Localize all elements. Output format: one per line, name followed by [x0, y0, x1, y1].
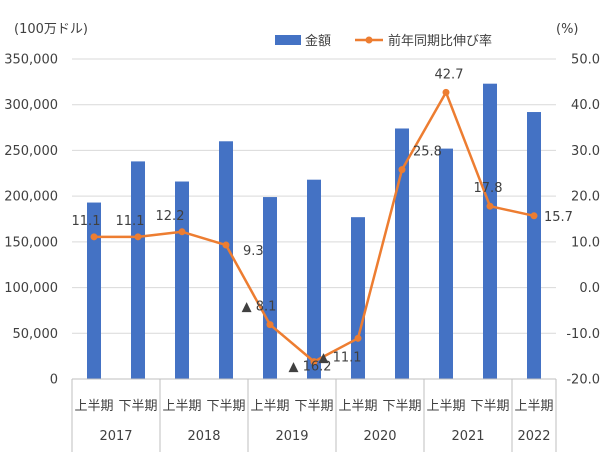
x-tick-label: 下半期 [206, 399, 245, 414]
line-marker [398, 166, 406, 174]
line-marker [178, 228, 186, 236]
legend: 金額 前年同期比伸び率 [275, 33, 492, 49]
bar [263, 197, 277, 379]
line-marker [442, 88, 450, 96]
left-tick-label: 250,000 [4, 144, 58, 159]
left-axis-unit: (100万ドル) [14, 22, 88, 37]
x-tick-label: 下半期 [118, 399, 157, 414]
bar [527, 112, 541, 380]
x-year-label: 2018 [187, 429, 220, 444]
right-tick-label: 30.0 [571, 144, 600, 159]
line-marker [222, 241, 230, 249]
bar [175, 181, 189, 379]
x-tick-label: 上半期 [514, 399, 553, 414]
left-tick-label: 50,000 [13, 327, 59, 342]
left-tick-label: 100,000 [4, 281, 58, 296]
x-tick-label: 上半期 [250, 399, 289, 414]
right-axis-ticks: -20.0 -10.0 0.0 10.0 20.0 30.0 40.0 50.0 [566, 53, 600, 388]
x-tick-label: 上半期 [74, 399, 113, 414]
line-data-label: 15.7 [544, 210, 573, 225]
line-marker [134, 233, 142, 241]
left-tick-label: 350,000 [4, 53, 58, 68]
bar [439, 148, 453, 379]
bar [395, 128, 409, 379]
bar [351, 217, 365, 379]
bar [483, 83, 497, 379]
bar [219, 141, 233, 379]
x-year-label: 2022 [517, 429, 550, 444]
data-labels: 11.1 11.1 12.2 9.3 ▲ 8.1 ▲ 16.2▲ 11.1 25.8 42.7… [72, 67, 573, 374]
right-tick-label: 20.0 [571, 190, 600, 205]
line-data-label: 11.1 [116, 214, 145, 229]
x-year-label: 2020 [363, 429, 396, 444]
bar-series [87, 83, 541, 380]
legend-line-marker [365, 36, 373, 44]
left-tick-label: 200,000 [4, 190, 58, 205]
bar [131, 161, 145, 379]
x-tick-label: 下半期 [382, 399, 421, 414]
right-tick-label: 10.0 [571, 235, 600, 250]
right-tick-label: 50.0 [571, 53, 600, 68]
x-tick-label: 下半期 [294, 399, 333, 414]
right-tick-label: -10.0 [566, 327, 600, 342]
line-marker [310, 358, 318, 366]
line-marker [266, 321, 274, 329]
line-data-label: 17.8 [474, 181, 503, 196]
legend-bar-label: 金額 [305, 33, 331, 49]
line-series [90, 88, 538, 366]
bar [87, 202, 101, 379]
line-data-label: 11.1 [72, 214, 101, 229]
left-tick-label: 150,000 [4, 235, 58, 250]
x-year-label: 2019 [275, 429, 308, 444]
line-data-label: 9.3 [243, 244, 264, 259]
line-data-label: 42.7 [435, 67, 464, 82]
x-tick-label: 下半期 [470, 399, 509, 414]
line-data-label: ▲ 16.2 [288, 360, 331, 375]
line-data-label: ▲ 11.1 [318, 350, 361, 365]
line-data-label: ▲ 8.1 [242, 300, 277, 315]
right-tick-label: 40.0 [571, 98, 600, 113]
legend-bar-swatch [275, 35, 301, 45]
line-data-label: 12.2 [156, 209, 185, 224]
right-axis-unit: (%) [556, 22, 579, 37]
line-marker [354, 334, 362, 342]
x-tick-label: 上半期 [338, 399, 377, 414]
line-data-label: 25.8 [413, 145, 442, 160]
left-axis-ticks: 0 50,000 100,000 150,000 200,000 250,000 300,0… [4, 53, 58, 388]
x-year-label: 2021 [451, 429, 484, 444]
x-year-label: 2017 [99, 429, 132, 444]
line-marker [530, 212, 538, 220]
x-tick-label: 上半期 [162, 399, 201, 414]
legend-line-label: 前年同期比伸び率 [388, 33, 492, 49]
bar [307, 179, 321, 379]
right-tick-label: 0.0 [579, 281, 600, 296]
line-marker [486, 202, 494, 210]
left-tick-label: 0 [50, 373, 58, 388]
line-marker [90, 233, 98, 241]
x-tick-label: 上半期 [426, 399, 465, 414]
left-tick-label: 300,000 [4, 98, 58, 113]
right-tick-label: -20.0 [566, 373, 600, 388]
